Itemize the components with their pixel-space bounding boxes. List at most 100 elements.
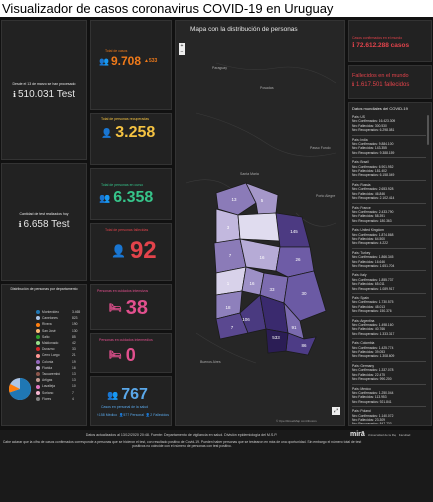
footer-logos: mirā Universidad de la República Faculta…: [350, 431, 432, 438]
legend-swatch: [36, 341, 40, 346]
legend-swatch: [36, 359, 40, 364]
map-place-label: Posadas: [260, 86, 274, 90]
zoom-in-button[interactable]: +: [180, 43, 184, 49]
country-conf: Nro Confirmados: 1.337.078: [352, 368, 394, 373]
departments-title: Distribución de personas por departament…: [10, 287, 78, 291]
country-card: País: India Nro Confirmados: 9.884.100 Nro…: [352, 137, 426, 159]
legend-swatch: [36, 347, 40, 352]
department-count: 85: [72, 334, 76, 339]
uruguay-map[interactable]: 13 5 3 145 7 16 26 1 16 30 33 18 106 533…: [176, 33, 345, 426]
intensive-care-label: Personas en cuidados intensivos: [97, 289, 149, 293]
country-rec: Nro Recuperados: 150.376: [352, 309, 392, 314]
mira-logo: mirā: [350, 431, 365, 438]
map-label: 106: [242, 317, 250, 322]
country-pais: País: Spain: [352, 296, 369, 300]
person-icon: 👤: [118, 413, 124, 417]
country-pais: País: Colombia: [352, 341, 375, 346]
department-count: 4: [72, 396, 74, 401]
tests-total-value: 510.031 Test: [17, 89, 76, 100]
department-legend-item: Rivera 190: [36, 321, 86, 327]
department-count: 190: [72, 322, 78, 327]
tests-today-label: Cantidad de test realizados hoy: [19, 212, 69, 216]
tests-today-value: 6.658 Test: [23, 219, 70, 230]
department-count: 823: [72, 316, 78, 321]
legend-swatch: [36, 378, 40, 383]
tests-today-row: ℹ 6.658 Test: [2, 219, 86, 230]
intensive-care-value: 38: [125, 297, 148, 319]
app-header: Visualizador de casos coronavirus COVID-…: [0, 0, 433, 17]
legend-swatch: [36, 334, 40, 339]
department-name: Artigas: [42, 378, 53, 383]
country-card: País: Colombia Nro Confirmados: 1.425.774…: [352, 340, 426, 362]
country-fall: Nro Fallecidos: 23.309: [352, 417, 385, 422]
udelar-logo: Universidad de la República: [367, 432, 396, 437]
world-list[interactable]: País: US Nro Confirmados: 16.423.309 Nro F…: [352, 114, 426, 424]
country-card: País: Turkey Nro Confirmados: 1.866.345 Nr…: [352, 250, 426, 272]
map-label: 13: [231, 197, 237, 202]
departments-panel: Distribución de personas por departament…: [1, 284, 87, 426]
country-rec: Nro Recuperados: 1.308.609: [352, 354, 395, 359]
total-cases-value: 9.708: [110, 54, 141, 68]
country-rec: Nro Recuperados: 1.651.704: [352, 263, 395, 268]
country-fall: Nro Fallecidos: 58.391: [352, 214, 385, 219]
intermediate-care-value: 0: [125, 345, 136, 365]
world-confirmed-label: Casos confirmados en el mundo: [352, 36, 403, 40]
department-legend-item: Montevideo 3.465: [36, 309, 86, 315]
country-pais: País: Turkey: [352, 250, 371, 255]
country-fall: Nro Fallecidos: 46.846: [352, 191, 385, 196]
health-staff-panel: 👥 767 Casos en personal de la salud ⚕158…: [90, 376, 172, 426]
department-name: Montevideo: [42, 310, 60, 314]
people-icon: 👥: [107, 389, 119, 400]
country-pais: País: Mexico: [352, 386, 371, 391]
legend-swatch: [36, 384, 40, 389]
departments-legend: Montevideo 3.465 Canelones 823 Rivera 190 San …: [36, 309, 86, 402]
world-deaths-row: ℹ 1.617.501 fallecidos: [352, 81, 409, 88]
country-pais: País: Brazil: [352, 160, 369, 165]
people-icon: 👥: [99, 192, 111, 203]
department-name: Lavalleja: [42, 384, 56, 389]
world-deaths-label: Fallecidos en el mundo: [352, 73, 409, 79]
department-legend-item: Canelones 823: [36, 315, 86, 321]
country-conf: Nro Confirmados: 1.874.868: [352, 232, 394, 237]
department-legend-item: Tacuarembó 13: [36, 371, 86, 377]
people-icon: 👥: [99, 56, 109, 66]
recovered-value: 3.258: [115, 124, 156, 141]
department-name: Flores: [42, 396, 52, 401]
legend-swatch: [36, 390, 40, 395]
map-zoom-controls[interactable]: + −: [179, 43, 185, 55]
person-icon: 👤: [101, 127, 113, 138]
tests-total-row: ℹ 510.031 Test: [2, 89, 86, 100]
world-list-panel[interactable]: Datos mundiales del COVID-19 País: US Nro…: [348, 102, 432, 426]
health-staff-personnel: 👤577 Personal: [118, 413, 144, 417]
country-conf: Nro Confirmados: 1.866.345: [352, 255, 394, 260]
world-list-title: Datos mundiales del COVID-19: [352, 106, 408, 111]
fullscreen-button[interactable]: ⤢: [332, 407, 340, 415]
country-fall: Nro Fallecidos: 39.053: [352, 350, 385, 355]
health-staff-row: 👥 767: [107, 386, 148, 404]
map-label: 33: [269, 287, 275, 292]
country-fall: Nro Fallecidos: 48.013: [352, 304, 385, 309]
health-staff-doctors: ⚕158 Médico: [97, 413, 118, 417]
map-attribution[interactable]: © OpenStreetMap contributors: [276, 419, 317, 423]
country-fall: Nro Fallecidos: 143.355: [352, 146, 387, 151]
country-card: País: Argentina Nro Confirmados: 1.498.16…: [352, 318, 426, 340]
zoom-out-button[interactable]: −: [180, 49, 184, 55]
map-label: 18: [225, 305, 231, 310]
country-fall: Nro Fallecidos: 181.402: [352, 169, 387, 174]
person-icon: 👤: [145, 413, 151, 417]
faculty-logo: Facultad: [398, 432, 411, 437]
department-count: 3.465: [72, 310, 81, 314]
world-list-scrollbar[interactable]: [427, 115, 429, 145]
department-name: San José: [42, 328, 56, 333]
legend-swatch: [36, 372, 40, 377]
department-name: Cerro Largo: [42, 353, 60, 358]
department-count: 7: [72, 390, 74, 395]
country-pais: País: India: [352, 137, 368, 142]
department-count: 19: [72, 359, 76, 364]
map-label: 91: [291, 325, 297, 330]
departments-pie: [8, 378, 31, 400]
recovered-label: Total de personas recuperadas: [101, 117, 150, 121]
info-icon: ℹ: [12, 90, 16, 99]
department-legend-item: San José 130: [36, 328, 86, 334]
world-confirmed-panel: Casos confirmados en el mundo ℹ 72.612.2…: [348, 20, 432, 62]
